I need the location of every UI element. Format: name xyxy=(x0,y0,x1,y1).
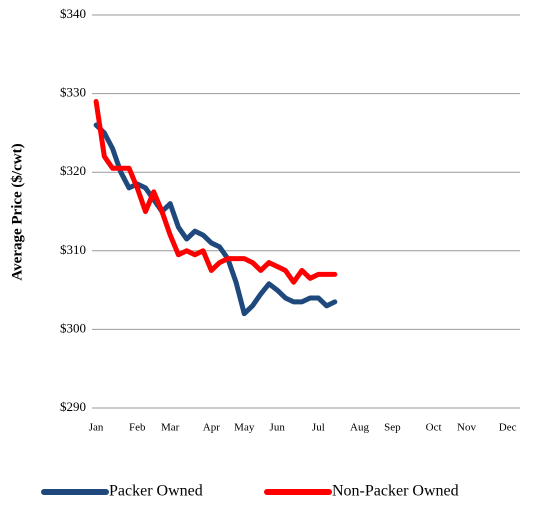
series-line xyxy=(93,122,338,317)
y-tick-label: $290 xyxy=(60,399,86,414)
x-tick-label: Mar xyxy=(161,422,180,434)
y-tick-label: $310 xyxy=(60,242,86,257)
series-line xyxy=(93,98,338,285)
x-tick-label: Aug xyxy=(350,422,369,434)
x-tick-label: Jun xyxy=(270,422,286,434)
legend-label: Non-Packer Owned xyxy=(332,483,459,500)
x-tick-label: Jan xyxy=(89,422,104,434)
y-tick-label: $300 xyxy=(60,320,86,335)
y-axis-label: Average Price ($/cwt) xyxy=(9,143,25,280)
x-tick-label: Nov xyxy=(457,422,476,434)
x-tick-label: May xyxy=(234,422,255,434)
y-tick-label: $330 xyxy=(60,85,86,100)
y-tick-label: $340 xyxy=(60,6,86,21)
x-tick-label: Dec xyxy=(499,422,517,434)
x-tick-label: Sep xyxy=(384,422,401,434)
x-tick-label: Apr xyxy=(203,422,220,434)
x-tick-label: Jul xyxy=(312,422,325,434)
x-tick-label: Oct xyxy=(426,422,442,434)
x-tick-label: Feb xyxy=(129,422,146,434)
y-tick-label: $320 xyxy=(60,163,86,178)
legend-label: Packer Owned xyxy=(109,483,203,500)
